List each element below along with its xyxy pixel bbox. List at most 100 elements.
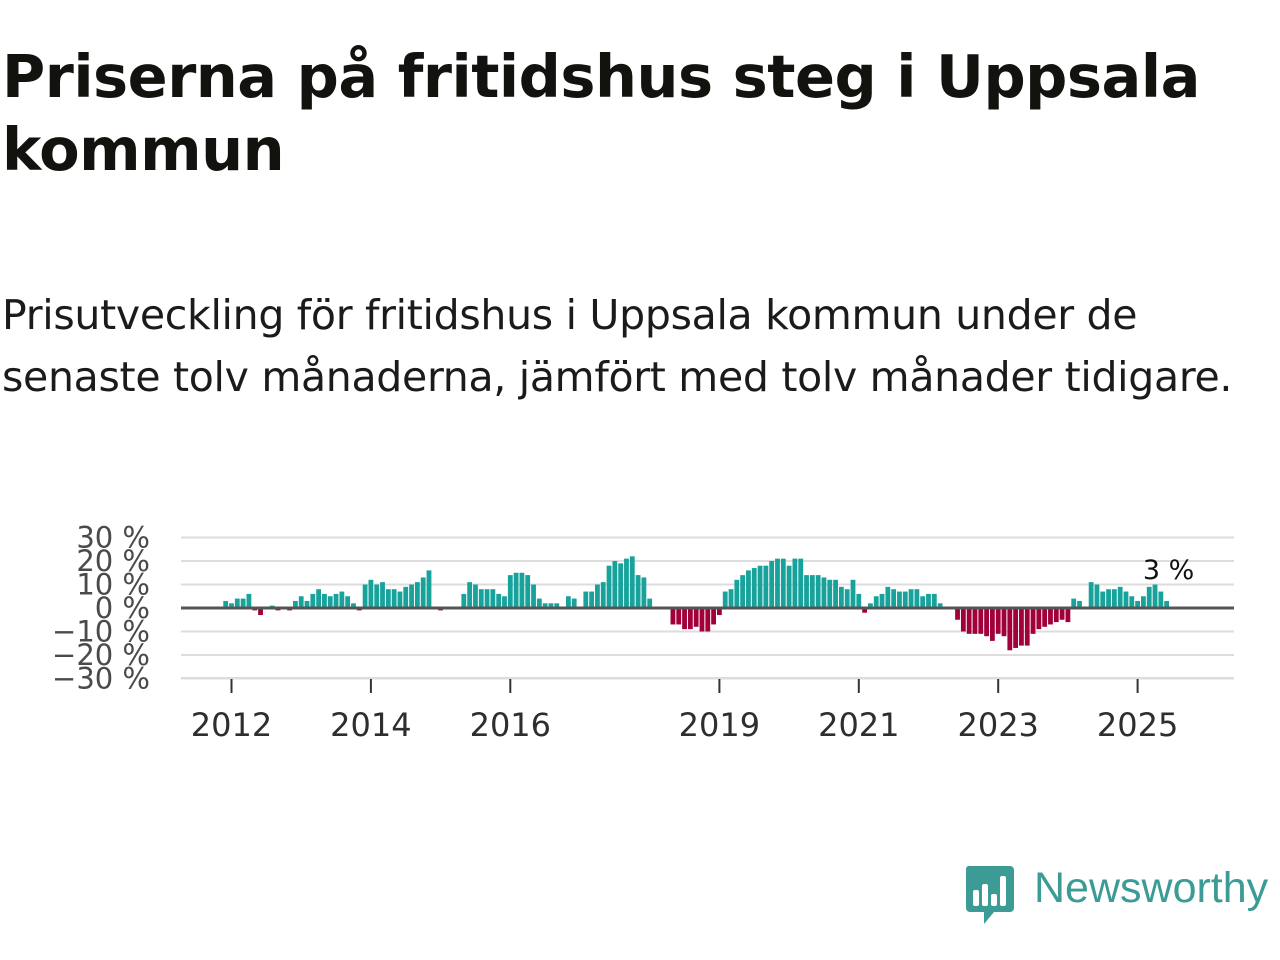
- bar: [937, 603, 943, 608]
- y-tick-label: 0 %: [95, 591, 150, 625]
- bar: [223, 600, 229, 608]
- bar: [705, 608, 711, 632]
- bar: [292, 600, 298, 608]
- bar: [507, 575, 513, 608]
- bar: [734, 579, 740, 608]
- bar: [414, 582, 420, 608]
- bar: [246, 593, 252, 608]
- bar: [1048, 608, 1053, 625]
- bar: [391, 589, 397, 608]
- bar: [531, 584, 536, 608]
- bar: [995, 608, 1001, 634]
- bar: [716, 608, 722, 616]
- bar: [333, 593, 339, 608]
- last-value-label: 3 %: [1143, 555, 1194, 586]
- bar: [502, 596, 507, 608]
- bar: [955, 608, 960, 620]
- bar: [873, 596, 879, 608]
- bar: [780, 558, 786, 608]
- bar: [926, 593, 931, 608]
- bar: [769, 561, 775, 608]
- bar: [612, 561, 618, 608]
- bar: [548, 603, 554, 608]
- bar-chart: 30 %20 %10 %0 %−10 %−20 %−30 % 2012 2014 2…: [52, 521, 1234, 744]
- bar: [809, 575, 815, 608]
- bar: [1129, 596, 1135, 608]
- bar: [1117, 586, 1123, 608]
- bar: [571, 598, 577, 608]
- bar: [902, 591, 908, 608]
- bar: [1146, 586, 1152, 608]
- bar: [600, 582, 606, 608]
- bar: [234, 598, 240, 608]
- bar: [856, 593, 862, 608]
- x-tick-label: 2025: [1097, 706, 1178, 744]
- bar: [1001, 608, 1007, 637]
- bar: [339, 591, 345, 608]
- bar: [850, 579, 856, 608]
- bar: [403, 586, 409, 608]
- bar: [1100, 591, 1106, 608]
- bar: [989, 608, 995, 641]
- bar: [682, 608, 687, 630]
- bar: [624, 558, 629, 608]
- bar: [554, 603, 560, 608]
- y-tick-label: −30 %: [52, 662, 150, 696]
- bar: [920, 596, 926, 608]
- bar: [258, 608, 263, 616]
- bar: [589, 591, 595, 608]
- bar: [868, 603, 873, 608]
- bar: [496, 593, 502, 608]
- bar: [693, 608, 699, 627]
- bar: [647, 598, 653, 608]
- bar: [1158, 591, 1164, 608]
- bar: [891, 589, 897, 608]
- bar: [368, 579, 374, 608]
- bar: [1030, 608, 1036, 634]
- bar: [798, 558, 804, 608]
- bar: [821, 577, 827, 608]
- x-tick-label: 2016: [470, 706, 551, 744]
- bar: [473, 584, 478, 608]
- bar: [484, 589, 490, 608]
- bar: [461, 593, 467, 608]
- bar: [711, 608, 716, 625]
- grid-lines: [181, 536, 1234, 680]
- bar: [862, 608, 868, 613]
- bar: [984, 608, 989, 637]
- bar: [885, 586, 891, 608]
- bar: [978, 608, 984, 634]
- bar: [385, 589, 391, 608]
- bar: [565, 596, 571, 608]
- bar: [409, 584, 414, 608]
- bar: [618, 563, 624, 608]
- bar: [804, 575, 809, 608]
- bar: [879, 593, 885, 608]
- bar: [327, 596, 333, 608]
- bar: [1024, 608, 1030, 646]
- bar: [1094, 584, 1100, 608]
- bar: [931, 593, 937, 608]
- bar: [1059, 608, 1065, 620]
- bar: [1164, 600, 1170, 608]
- bar: [316, 589, 322, 608]
- bar: [1042, 608, 1048, 627]
- bar: [972, 608, 978, 634]
- bar: [740, 575, 746, 608]
- x-tick-label: 2023: [957, 706, 1038, 744]
- bar: [478, 589, 484, 608]
- bar: [960, 608, 966, 632]
- y-tick-label: −10 %: [52, 615, 150, 649]
- newsworthy-logo-icon: [965, 866, 1014, 924]
- bar: [844, 589, 850, 608]
- bar: [1036, 608, 1042, 630]
- y-tick-label: 10 %: [76, 568, 150, 602]
- y-tick-label: 30 %: [76, 521, 150, 555]
- bar: [1071, 598, 1077, 608]
- bar: [467, 582, 473, 608]
- bar: [519, 572, 525, 608]
- bar: [1053, 608, 1059, 623]
- bar: [1065, 608, 1071, 623]
- x-tick-label: 2021: [818, 706, 899, 744]
- bar: [746, 570, 751, 608]
